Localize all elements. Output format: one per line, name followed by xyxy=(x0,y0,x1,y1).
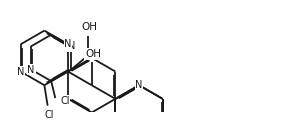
Text: OH: OH xyxy=(85,49,101,59)
Text: N: N xyxy=(135,80,143,90)
Text: N: N xyxy=(64,39,72,49)
Text: N: N xyxy=(68,41,75,51)
Text: N: N xyxy=(27,65,35,75)
Text: Cl: Cl xyxy=(44,110,54,120)
Text: N: N xyxy=(17,67,24,77)
Text: Cl: Cl xyxy=(60,96,70,106)
Text: OH: OH xyxy=(82,22,98,32)
